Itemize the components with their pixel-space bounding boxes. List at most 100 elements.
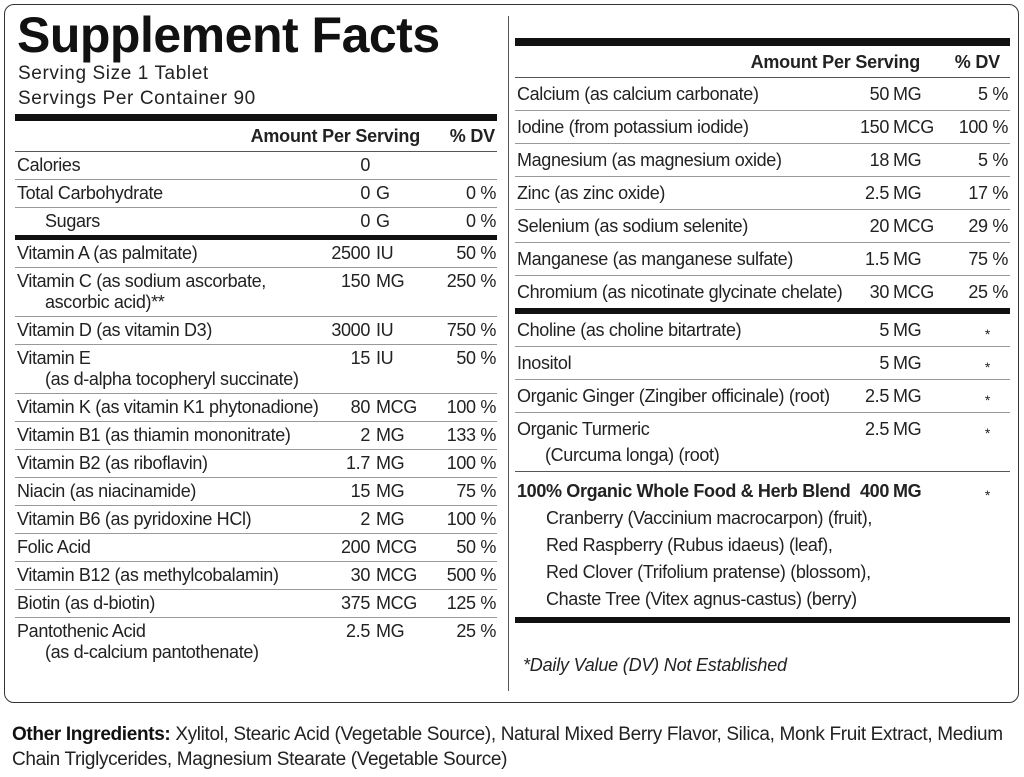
unit: MG	[376, 453, 405, 473]
nutrient-name: Biotin (as d-biotin)	[17, 593, 156, 613]
left-table: Amount Per Serving% DV Calories 0 Total Car…	[15, 114, 497, 666]
footnote: *Daily Value (DV) Not Established	[523, 655, 787, 675]
unit: MG	[376, 481, 405, 501]
daily-value: 75 %	[456, 481, 496, 501]
amount: 0	[360, 155, 370, 175]
label-title: Supplement Facts	[17, 7, 440, 63]
daily-value: 17 %	[968, 183, 1008, 203]
nutrient-name: (as d-alpha tocopheryl succinate)	[45, 369, 299, 389]
daily-value: 250 %	[446, 271, 497, 291]
nutrient-name: Organic Turmeric	[517, 419, 650, 439]
nutrient-row: Vitamin B6 (as pyridoxine HCl) 2 MG 100 %	[15, 506, 497, 534]
amount: 30	[350, 565, 371, 585]
unit: MG	[893, 150, 922, 170]
header-dv: % DV	[449, 126, 495, 146]
unit: MG	[893, 249, 922, 269]
nutrient-row: Vitamin B2 (as riboflavin) 1.7 MG 100 %	[15, 450, 497, 478]
serving-size: Serving Size 1 Tablet	[18, 63, 209, 84]
amount: 2	[360, 425, 370, 445]
nutrient-name: Vitamin B1 (as thiamin mononitrate)	[17, 425, 291, 445]
thick-rule	[15, 114, 497, 121]
blend-name: 100% Organic Whole Food & Herb Blend	[517, 481, 851, 501]
amount: 150	[860, 117, 889, 137]
table-header: Amount Per Serving % DV	[515, 46, 1010, 78]
unit: IU	[376, 320, 394, 340]
nutrient-name: Vitamin B6 (as pyridoxine HCl)	[17, 509, 252, 529]
unit: MG	[893, 386, 922, 406]
blend-ingredient: Red Raspberry (Rubus idaeus) (leaf),	[546, 535, 833, 555]
thick-rule	[515, 617, 1010, 623]
daily-value: 50 %	[456, 243, 496, 263]
nutrient-row: Niacin (as niacinamide) 15 MG 75 %	[15, 478, 497, 506]
nutrient-name: Iodine (from potassium iodide)	[517, 117, 749, 137]
daily-value: *	[984, 425, 990, 441]
unit: MCG	[376, 565, 417, 585]
nutrient-row: Calories 0	[15, 152, 497, 180]
table-header: Amount Per Serving % DV	[15, 121, 497, 152]
daily-value: 133 %	[446, 425, 497, 445]
nutrient-row: Organic Turmeric (Curcuma longa) (root) 2.…	[515, 413, 1010, 471]
nutrient-row: Vitamin E (as d-alpha tocopheryl succinat…	[15, 345, 497, 394]
header-amount: Amount Per Serving	[250, 126, 421, 146]
nutrient-name: Zinc (as zinc oxide)	[517, 183, 666, 203]
nutrient-name: Inositol	[517, 353, 572, 373]
nutrient-row: Vitamin D (as vitamin D3) 3000 IU 750 %	[15, 317, 497, 345]
nutrient-name: Niacin (as niacinamide)	[17, 481, 197, 501]
unit: G	[376, 183, 390, 203]
daily-value: 125 %	[446, 593, 497, 613]
unit: MCG	[893, 216, 934, 236]
nutrient-name: Choline (as choline bitartrate)	[517, 320, 742, 340]
daily-value: 100 %	[958, 117, 1009, 137]
nutrient-name: Calories	[17, 155, 81, 175]
nutrient-row: Organic Ginger (Zingiber officinale) (ro…	[515, 380, 1010, 413]
nutrient-row: Zinc (as zinc oxide) 2.5 MG 17 %	[515, 177, 1010, 210]
thin-rule	[515, 471, 1010, 472]
nutrient-row: Folic Acid 200 MCG 50 %	[15, 534, 497, 562]
other-ingredients: Other Ingredients: Xylitol, Stearic Acid…	[12, 722, 1017, 772]
nutrient-name: Vitamin B12 (as methylcobalamin)	[17, 565, 279, 585]
amount: 18	[869, 150, 890, 170]
nutrient-row: Manganese (as manganese sulfate) 1.5 MG 75 …	[515, 243, 1010, 276]
amount: 30	[869, 282, 890, 302]
unit: MG	[376, 509, 405, 529]
nutrient-name: Folic Acid	[17, 537, 91, 557]
amount: 2.5	[865, 183, 889, 203]
daily-value: *	[984, 359, 990, 375]
daily-value: 0 %	[466, 211, 496, 231]
nutrient-name: Vitamin D (as vitamin D3)	[17, 320, 212, 340]
nutrient-row: Calcium (as calcium carbonate) 50 MG 5 %	[515, 78, 1010, 111]
amount: 2	[360, 509, 370, 529]
header-dv: % DV	[954, 52, 1000, 72]
daily-value: 50 %	[456, 348, 496, 368]
amount: 2.5	[346, 621, 370, 641]
unit: MG	[893, 320, 922, 340]
daily-value: 75 %	[968, 249, 1008, 269]
nutrient-row: Chromium (as nicotinate glycinate chelat…	[515, 276, 1010, 308]
daily-value: 29 %	[968, 216, 1008, 236]
nutrient-name: Vitamin K (as vitamin K1 phytonadione)	[17, 397, 319, 417]
amount: 5	[879, 320, 889, 340]
unit: MCG	[376, 397, 417, 417]
unit: MG	[893, 353, 922, 373]
unit: IU	[376, 243, 394, 263]
unit: MG	[376, 425, 405, 445]
nutrient-name: ascorbic acid)**	[45, 292, 165, 312]
unit: MG	[893, 481, 922, 501]
nutrient-name: (Curcuma longa) (root)	[545, 445, 720, 465]
daily-value: *	[984, 326, 990, 342]
amount: 150	[341, 271, 370, 291]
nutrient-row: Vitamin C (as sodium ascorbate, ascorbic …	[15, 268, 497, 317]
daily-value: 100 %	[446, 509, 497, 529]
amount: 375	[341, 593, 370, 613]
nutrient-name: Vitamin E	[17, 348, 91, 368]
blend-ingredient: Chaste Tree (Vitex agnus-castus) (berry)	[546, 589, 857, 609]
amount: 80	[350, 397, 371, 417]
amount: 2500	[331, 243, 370, 263]
amount: 15	[350, 348, 371, 368]
amount: 0	[360, 211, 370, 231]
thick-rule	[15, 235, 497, 240]
blend-ingredient: Red Clover (Trifolium pratense) (blossom…	[546, 562, 871, 582]
unit: MCG	[893, 282, 934, 302]
nutrient-name: Magnesium (as magnesium oxide)	[517, 150, 782, 170]
